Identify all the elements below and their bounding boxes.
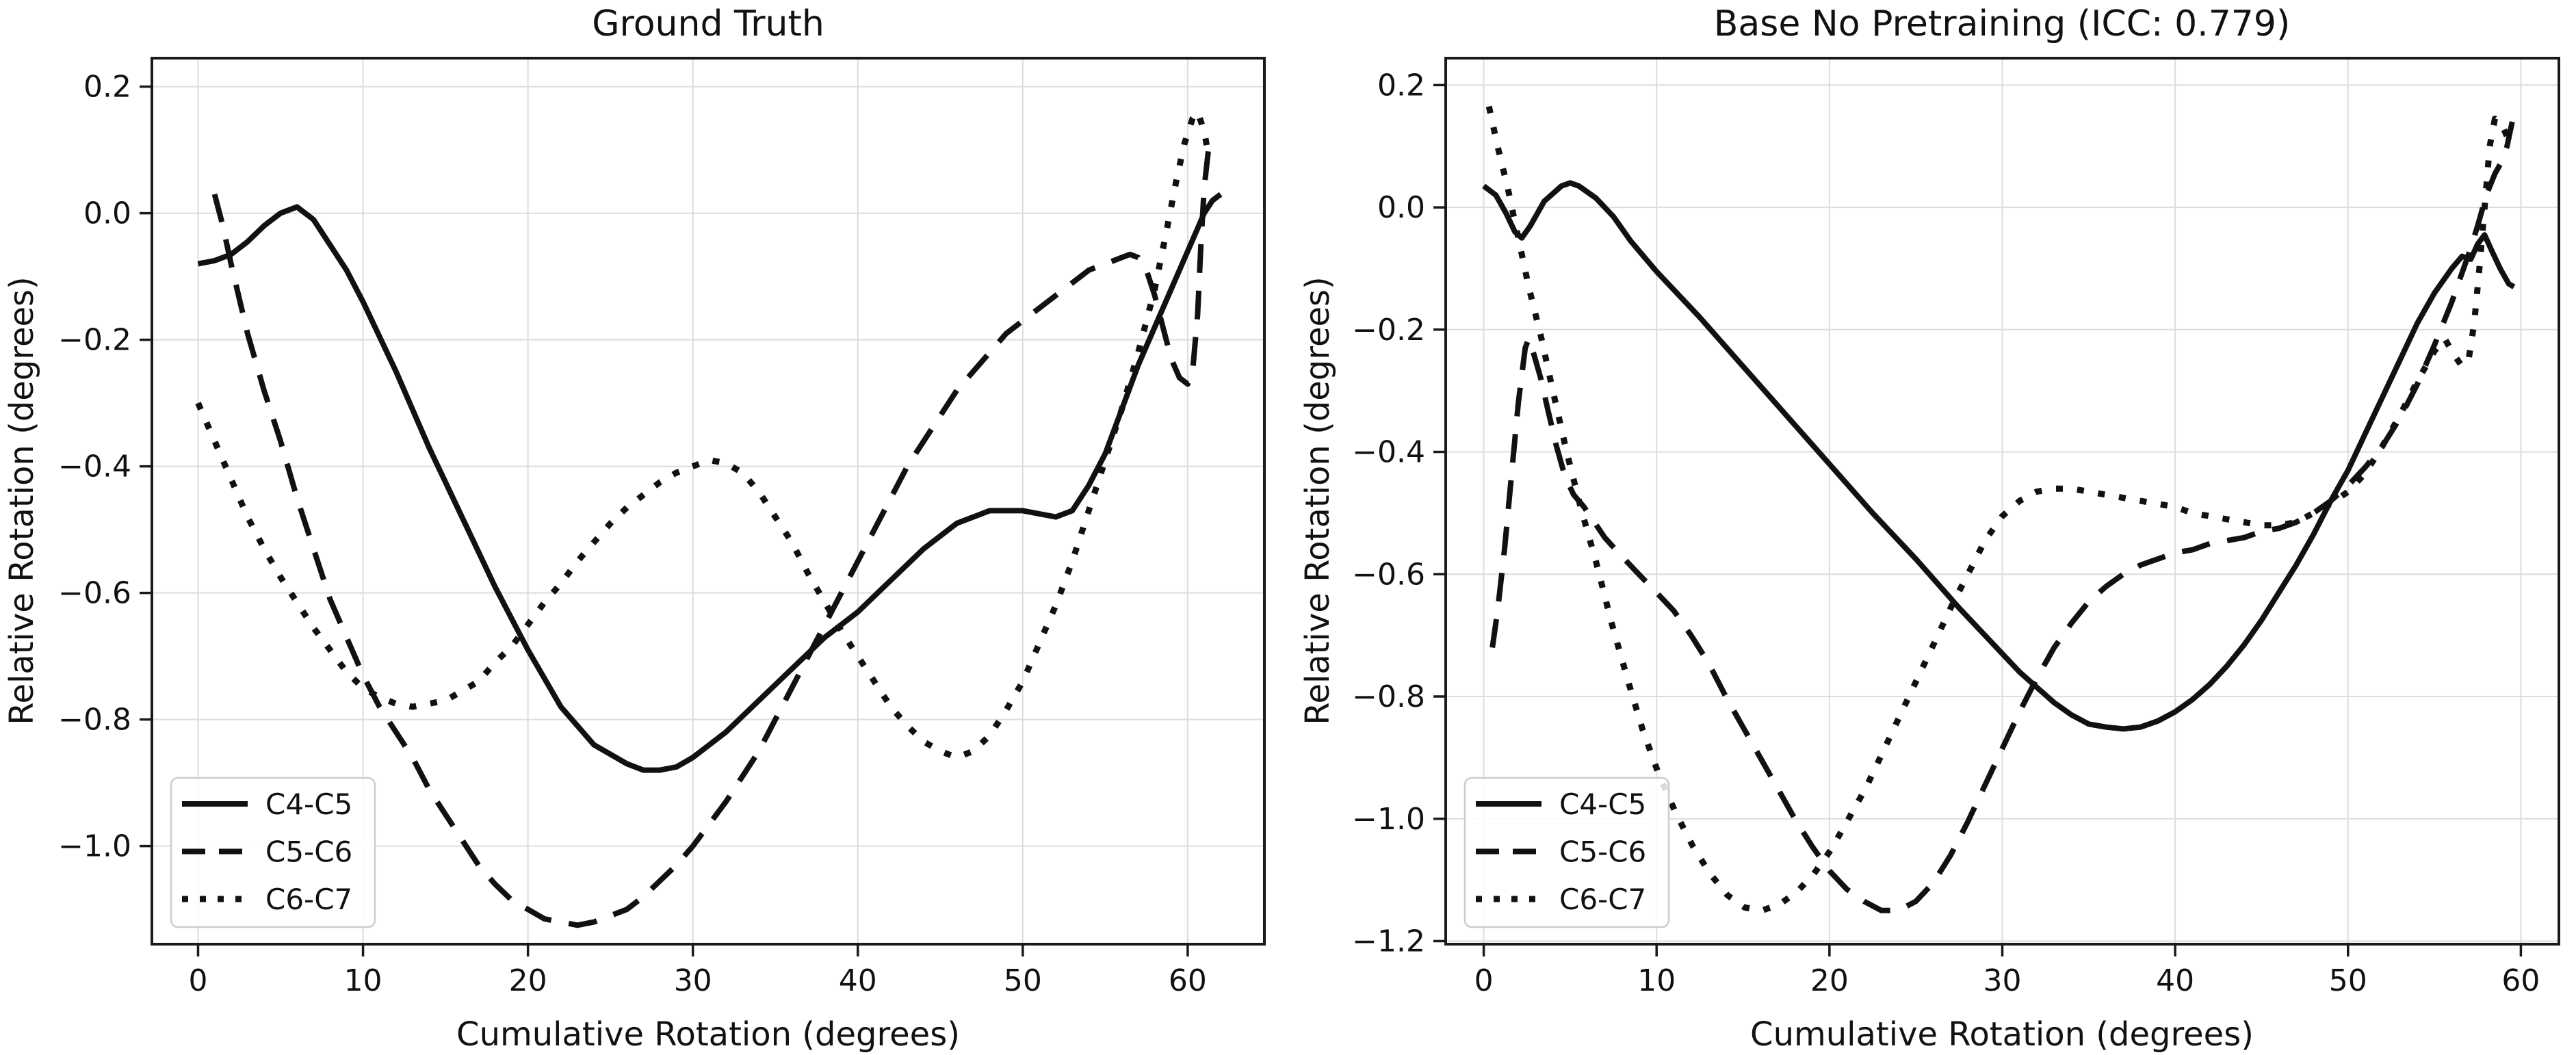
y-tick-label: 0.0 (83, 196, 131, 231)
curve-c6-c7 (195, 109, 1211, 761)
x-tick-label: 10 (1637, 963, 1676, 998)
y-tick-label: −1.2 (1352, 924, 1425, 959)
right-x-axis-label: Cumulative Rotation (degrees) (1750, 1015, 2254, 1054)
y-tick-label: 0.2 (1377, 68, 1425, 103)
left-y-axis-label: Relative Rotation (degrees) (3, 276, 41, 725)
x-tick-label: 60 (2501, 963, 2540, 998)
x-tick-label: 0 (1474, 963, 1494, 998)
y-tick-label: −0.6 (58, 576, 131, 611)
curve-c6-c7 (1485, 105, 2512, 914)
x-tick-label: 20 (1810, 963, 1849, 998)
curve-c4-c5 (197, 192, 1223, 773)
chart-panel-1: 0 10 20 30 40 50 60 0.2 0.0 −0.2 −0.4 −0.6 −0.8 −1.0 −… (1352, 57, 2560, 998)
y-tick-label: −0.8 (1352, 679, 1425, 714)
x-tick-label: 40 (839, 963, 877, 998)
x-tick-label: 0 (188, 963, 207, 998)
chart-panel-0: 0 10 20 30 40 50 60 0.2 0.0 −0.2 −0.4 −0.6 −0.8 −1.0 C… (58, 57, 1266, 998)
legend-box (170, 777, 376, 928)
y-tick-label: −0.2 (58, 323, 131, 358)
plot-border (151, 57, 1266, 946)
y-tick-label: 0.0 (1377, 190, 1425, 225)
legend-label: C6-C7 (265, 883, 352, 916)
x-tick-label: 30 (674, 963, 712, 998)
legend: C4-C5 C5-C6 C6-C7 (170, 777, 376, 928)
curve-c5-c6 (1489, 121, 2515, 913)
y-tick-label: −1.0 (1352, 802, 1425, 837)
y-tick-label: −1.0 (58, 829, 131, 864)
y-tick-label: −0.6 (1352, 557, 1425, 592)
curve-c4-c5 (1482, 180, 2516, 732)
legend-label: C4-C5 (1559, 787, 1646, 821)
legend-label: C6-C7 (1559, 883, 1646, 916)
left-x-axis-label: Cumulative Rotation (degrees) (456, 1015, 960, 1054)
y-tick-label: −0.8 (58, 703, 131, 738)
legend-label: C5-C6 (1559, 835, 1646, 869)
x-tick-label: 50 (2329, 963, 2367, 998)
y-tick-label: 0.2 (83, 70, 131, 105)
legend-label: C4-C5 (265, 787, 352, 821)
left-chart-title: Ground Truth (592, 3, 824, 44)
y-tick-label: −0.4 (58, 450, 131, 484)
x-tick-label: 40 (2156, 963, 2194, 998)
x-tick-label: 60 (1169, 963, 1207, 998)
x-tick-label: 30 (1983, 963, 2022, 998)
legend-label: C5-C6 (265, 835, 352, 869)
legend-box (1463, 777, 1670, 928)
y-tick-label: −0.4 (1352, 435, 1425, 470)
y-tick-label: −0.2 (1352, 313, 1425, 348)
x-tick-label: 50 (1004, 963, 1042, 998)
legend: C4-C5 C5-C6 C6-C7 (1463, 777, 1670, 928)
x-tick-label: 10 (344, 963, 382, 998)
x-tick-label: 20 (509, 963, 547, 998)
right-chart-title: Base No Pretraining (ICC: 0.779) (1714, 3, 2291, 44)
curve-c5-c6 (211, 135, 1217, 928)
plots-group: 0 10 20 30 40 50 60 0.2 0.0 −0.2 −0.4 −0.6 −0.8 −1.0 C… (58, 57, 2560, 998)
right-y-axis-label: Relative Rotation (degrees) (1299, 276, 1337, 725)
